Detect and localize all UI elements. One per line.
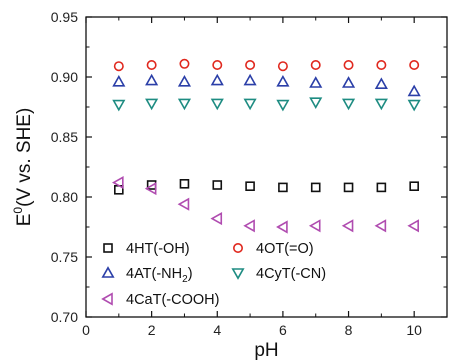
- legend-marker: [101, 292, 113, 306]
- data-point: [341, 76, 356, 88]
- y-tick-label: 0.70: [51, 309, 78, 325]
- data-point: [374, 219, 387, 233]
- data-point: [111, 176, 124, 190]
- x-tick-label: 4: [213, 322, 221, 338]
- data-point: [277, 61, 288, 72]
- data-point: [407, 219, 419, 233]
- data-point: [179, 58, 190, 69]
- data-point: [243, 73, 257, 86]
- data-point: [145, 98, 159, 111]
- data-point: [210, 73, 224, 86]
- y-tick-label: 0.85: [51, 129, 78, 145]
- data-point: [374, 77, 388, 89]
- data-point: [341, 98, 356, 111]
- data-point: [177, 197, 190, 211]
- data-point: [146, 59, 157, 70]
- data-point: [243, 219, 255, 233]
- data-point: [245, 181, 255, 191]
- data-point: [376, 59, 387, 70]
- legend-marker: [101, 266, 115, 278]
- data-point: [409, 59, 420, 70]
- data-point: [407, 84, 421, 97]
- x-axis-title: pH: [254, 340, 278, 361]
- data-point: [278, 182, 288, 193]
- legend-marker: [233, 243, 244, 254]
- data-point: [177, 98, 192, 111]
- y-tick-label: 0.90: [51, 69, 78, 85]
- x-tick-label: 2: [148, 322, 156, 338]
- data-point: [409, 181, 419, 191]
- data-point: [212, 59, 223, 70]
- legend: 4HT(-OH) 4OT(=O) 4AT(-NH2) 4CyT(-CN) 4CaT(-C…: [101, 241, 326, 308]
- data-point: [341, 219, 354, 233]
- data-point: [374, 98, 388, 111]
- data-point: [145, 73, 159, 86]
- series-2: [112, 73, 421, 97]
- legend-marker: [231, 268, 245, 280]
- data-point: [179, 179, 190, 189]
- legend-label: 4AT(-NH2): [126, 266, 193, 285]
- data-point: [112, 99, 126, 112]
- data-point: [309, 97, 323, 110]
- legend-label: 4HT(-OH): [126, 241, 190, 257]
- data-marks: [111, 58, 421, 234]
- data-point: [177, 74, 192, 87]
- legend-item: 4HT(-OH): [103, 241, 190, 257]
- data-point: [113, 61, 124, 72]
- series-1: [113, 58, 420, 72]
- data-point: [376, 182, 387, 193]
- data-point: [144, 182, 157, 196]
- data-point: [308, 219, 321, 233]
- legend-item: 4CaT(-COOH): [101, 292, 219, 308]
- series-4: [111, 176, 419, 234]
- y-axis-title: E0(V vs. SHE): [11, 108, 35, 227]
- x-tick-label: 0: [82, 322, 90, 338]
- data-point: [343, 59, 354, 70]
- x-tick-label: 6: [279, 322, 287, 338]
- data-point: [276, 99, 290, 112]
- data-point: [210, 212, 223, 226]
- series-3: [112, 97, 421, 112]
- legend-item: 4CyT(-CN): [231, 266, 326, 282]
- data-point: [243, 98, 257, 111]
- data-point: [309, 76, 323, 88]
- legend-label: 4CyT(-CN): [256, 266, 326, 282]
- data-point: [245, 59, 256, 70]
- data-point: [276, 220, 288, 234]
- axis-ticks: 0 2 4 6 8 10 0.70 0.75 0.80 0.85 0.90 0.95: [51, 9, 447, 338]
- data-point: [310, 59, 321, 70]
- x-tick-label: 10: [406, 322, 422, 338]
- data-point: [343, 182, 354, 193]
- x-tick-label: 8: [345, 322, 353, 338]
- legend-label: 4CaT(-COOH): [126, 292, 219, 308]
- series-0: [114, 179, 419, 195]
- data-point: [112, 74, 126, 87]
- legend-label: 4OT(=O): [256, 241, 314, 257]
- data-point: [210, 98, 224, 111]
- data-point: [212, 180, 223, 190]
- y-tick-label: 0.75: [51, 249, 78, 265]
- y-tick-label: 0.80: [51, 189, 78, 205]
- data-point: [407, 99, 421, 112]
- y-tick-label: 0.95: [51, 9, 78, 25]
- legend-marker: [103, 243, 113, 253]
- legend-item: 4OT(=O): [233, 241, 314, 257]
- legend-item: 4AT(-NH2): [101, 266, 193, 285]
- data-point: [276, 74, 290, 87]
- data-point: [310, 182, 321, 193]
